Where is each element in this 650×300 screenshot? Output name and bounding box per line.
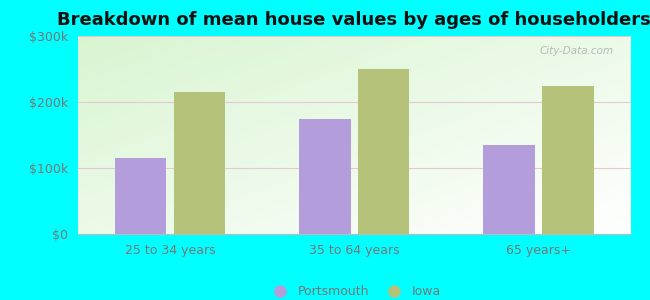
Legend: Portsmouth, Iowa: Portsmouth, Iowa [263,280,446,300]
Bar [299,118,350,234]
Bar [358,69,410,234]
Text: City-Data.com: City-Data.com [540,46,614,56]
Title: Breakdown of mean house values by ages of householders: Breakdown of mean house values by ages o… [57,11,650,29]
Bar [542,85,593,234]
Bar [174,92,226,234]
Bar [483,145,535,234]
Bar [115,158,166,234]
